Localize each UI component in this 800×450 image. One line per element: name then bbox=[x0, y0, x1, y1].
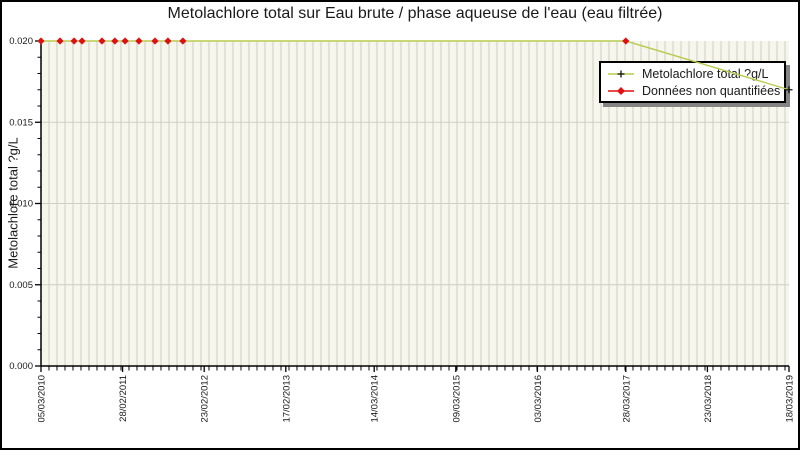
y-axis-title: Metolachlore total ?g/L bbox=[5, 137, 21, 269]
data-point-marker bbox=[121, 37, 129, 45]
y-tick-label: 0.000 bbox=[9, 361, 33, 372]
line-diamond-marker-icon bbox=[608, 86, 634, 95]
data-point-marker bbox=[111, 37, 119, 45]
x-tick-label: 18/03/2019 bbox=[785, 375, 796, 423]
legend-item-label: Metolachlore total ?g/L bbox=[642, 66, 769, 81]
x-tick-label: 17/02/2013 bbox=[281, 375, 292, 423]
y-tick-label: 0.015 bbox=[9, 117, 33, 128]
data-point-marker bbox=[135, 37, 143, 45]
x-tick-label: 23/03/2018 bbox=[703, 375, 714, 423]
line-plus-marker-icon bbox=[608, 70, 634, 77]
legend-item-label: Données non quantifiées bbox=[642, 83, 781, 98]
legend-item-donnees-non-quantifiees: Données non quantifiées bbox=[608, 82, 784, 99]
y-tick-label: 0.005 bbox=[9, 280, 33, 291]
data-point-marker bbox=[164, 37, 172, 45]
legend: Metolachlore total ?g/L Données non quan… bbox=[599, 61, 786, 103]
x-tick-label: 23/02/2012 bbox=[200, 375, 211, 423]
x-tick-label: 05/03/2010 bbox=[37, 375, 48, 423]
legend-item-metolachlore: Metolachlore total ?g/L bbox=[608, 65, 784, 82]
data-point-marker bbox=[78, 37, 86, 45]
chart-title: Metolachlore total sur Eau brute / phase… bbox=[167, 5, 663, 22]
data-point-marker bbox=[98, 37, 106, 45]
data-point-marker bbox=[37, 37, 45, 45]
x-tick-label: 28/02/2011 bbox=[118, 375, 129, 422]
x-tick-label: 28/03/2017 bbox=[621, 375, 632, 423]
x-tick-label: 14/03/2014 bbox=[370, 375, 381, 423]
x-tick-label: 09/03/2015 bbox=[451, 375, 462, 423]
data-point-marker bbox=[151, 37, 159, 45]
x-tick-label: 03/03/2016 bbox=[533, 375, 544, 423]
y-tick-label: 0.020 bbox=[9, 36, 33, 47]
data-point-marker bbox=[622, 37, 630, 45]
data-point-marker bbox=[70, 37, 78, 45]
data-point-marker bbox=[785, 86, 793, 94]
data-point-marker bbox=[56, 37, 64, 45]
data-point-marker bbox=[179, 37, 187, 45]
